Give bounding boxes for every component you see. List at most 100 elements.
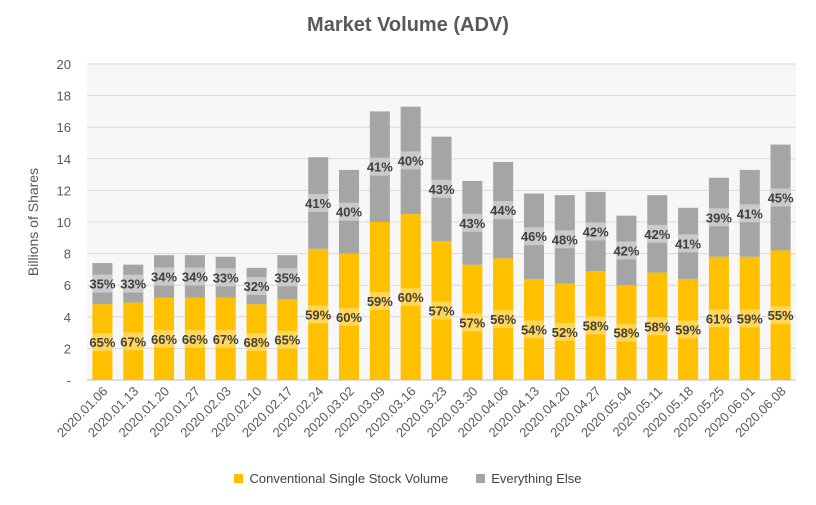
label-band-everything-else bbox=[400, 151, 421, 170]
data-label-conventional: 67% bbox=[120, 334, 146, 349]
data-label-everything-else: 41% bbox=[305, 196, 331, 211]
data-label-everything-else: 32% bbox=[244, 279, 270, 294]
data-label-conventional: 59% bbox=[305, 307, 331, 322]
label-band-everything-else bbox=[616, 241, 637, 260]
data-label-everything-else: 42% bbox=[613, 243, 639, 258]
label-band-everything-else bbox=[123, 274, 144, 293]
data-label-everything-else: 39% bbox=[706, 210, 732, 225]
data-label-conventional: 56% bbox=[490, 312, 516, 327]
legend-item-conventional[interactable]: Conventional Single Stock Volume bbox=[234, 471, 448, 486]
data-label-conventional: 66% bbox=[182, 332, 208, 347]
label-band-everything-else bbox=[339, 202, 360, 221]
data-label-everything-else: 35% bbox=[274, 270, 300, 285]
y-tick-label: 4 bbox=[64, 310, 71, 325]
legend-label-everything-else: Everything Else bbox=[491, 471, 582, 486]
data-label-conventional: 58% bbox=[613, 326, 639, 341]
data-label-conventional: 59% bbox=[737, 311, 763, 326]
data-label-everything-else: 40% bbox=[398, 153, 424, 168]
data-label-conventional: 57% bbox=[428, 303, 454, 318]
y-tick-label: 14 bbox=[57, 152, 71, 167]
data-label-everything-else: 48% bbox=[552, 232, 578, 247]
y-tick-label: 20 bbox=[57, 57, 71, 72]
y-tick-label: 12 bbox=[57, 183, 71, 198]
label-band-conventional bbox=[184, 329, 205, 348]
label-band-conventional bbox=[215, 329, 236, 348]
data-label-everything-else: 33% bbox=[120, 277, 146, 292]
label-band-everything-else bbox=[678, 234, 699, 253]
legend-label-conventional: Conventional Single Stock Volume bbox=[249, 471, 449, 486]
label-band-everything-else bbox=[215, 268, 236, 287]
data-label-everything-else: 40% bbox=[336, 205, 362, 220]
data-label-conventional: 59% bbox=[367, 294, 393, 309]
label-band-everything-else bbox=[184, 267, 205, 286]
label-band-everything-else bbox=[585, 222, 606, 241]
label-band-everything-else bbox=[92, 274, 113, 293]
y-tick-label: 18 bbox=[57, 89, 71, 104]
legend-swatch-everything-else bbox=[476, 474, 486, 483]
y-tick-label: 2 bbox=[64, 341, 71, 356]
label-band-everything-else bbox=[277, 268, 298, 287]
label-band-everything-else bbox=[554, 230, 575, 249]
data-label-conventional: 67% bbox=[213, 332, 239, 347]
data-label-everything-else: 45% bbox=[768, 191, 794, 206]
label-band-everything-else bbox=[493, 201, 514, 220]
legend: Conventional Single Stock Volume Everyth… bbox=[0, 471, 816, 486]
label-band-conventional bbox=[339, 307, 360, 326]
label-band-conventional bbox=[616, 323, 637, 342]
label-band-conventional bbox=[92, 333, 113, 352]
label-band-conventional bbox=[246, 333, 267, 352]
label-band-conventional bbox=[708, 309, 729, 328]
label-band-everything-else bbox=[523, 227, 544, 246]
label-band-conventional bbox=[493, 310, 514, 329]
label-band-conventional bbox=[739, 309, 760, 328]
data-label-conventional: 57% bbox=[459, 315, 485, 330]
label-band-conventional bbox=[678, 320, 699, 339]
label-band-conventional bbox=[154, 329, 175, 348]
label-band-everything-else bbox=[431, 179, 452, 198]
label-band-everything-else bbox=[708, 208, 729, 227]
data-label-conventional: 54% bbox=[521, 322, 547, 337]
legend-item-everything-else[interactable]: Everything Else bbox=[476, 471, 582, 486]
data-label-conventional: 58% bbox=[583, 318, 609, 333]
y-tick-label: 6 bbox=[64, 278, 71, 293]
label-band-everything-else bbox=[154, 267, 175, 286]
data-labels: 65% 35% 67% 33% 66% 34% 66% 34% 67% 33% 68% 32% 65% 3… bbox=[89, 151, 794, 352]
data-label-conventional: 68% bbox=[244, 335, 270, 350]
label-band-conventional bbox=[647, 317, 668, 336]
data-label-everything-else: 41% bbox=[737, 206, 763, 221]
label-band-conventional bbox=[585, 316, 606, 335]
data-label-everything-else: 41% bbox=[675, 236, 701, 251]
label-band-conventional bbox=[523, 320, 544, 339]
label-band-conventional bbox=[462, 313, 483, 332]
data-label-conventional: 59% bbox=[675, 322, 701, 337]
data-label-conventional: 52% bbox=[552, 325, 578, 340]
data-label-everything-else: 43% bbox=[459, 216, 485, 231]
label-band-everything-else bbox=[246, 276, 267, 295]
chart-title: Market Volume (ADV) bbox=[307, 14, 509, 36]
label-band-conventional bbox=[554, 322, 575, 341]
y-tick-label: - bbox=[67, 373, 71, 388]
legend-swatch-conventional bbox=[234, 474, 244, 483]
data-label-conventional: 55% bbox=[768, 308, 794, 323]
label-band-everything-else bbox=[770, 188, 791, 207]
data-label-everything-else: 42% bbox=[583, 224, 609, 239]
y-tick-label: 16 bbox=[57, 120, 71, 135]
data-label-conventional: 60% bbox=[336, 310, 362, 325]
label-band-conventional bbox=[400, 288, 421, 307]
label-band-conventional bbox=[308, 305, 329, 324]
label-band-everything-else bbox=[308, 194, 329, 213]
data-label-everything-else: 44% bbox=[490, 203, 516, 218]
y-tick-label: 10 bbox=[57, 215, 71, 230]
label-band-conventional bbox=[770, 306, 791, 325]
data-label-conventional: 66% bbox=[151, 332, 177, 347]
label-band-conventional bbox=[431, 301, 452, 320]
y-axis-title: Billions of Shares bbox=[25, 168, 41, 276]
data-label-conventional: 60% bbox=[398, 290, 424, 305]
data-label-everything-else: 42% bbox=[644, 227, 670, 242]
data-label-everything-else: 34% bbox=[151, 270, 177, 285]
data-label-everything-else: 46% bbox=[521, 229, 547, 244]
label-band-conventional bbox=[123, 332, 144, 351]
label-band-conventional bbox=[277, 330, 298, 349]
y-tick-label: 8 bbox=[64, 247, 71, 262]
